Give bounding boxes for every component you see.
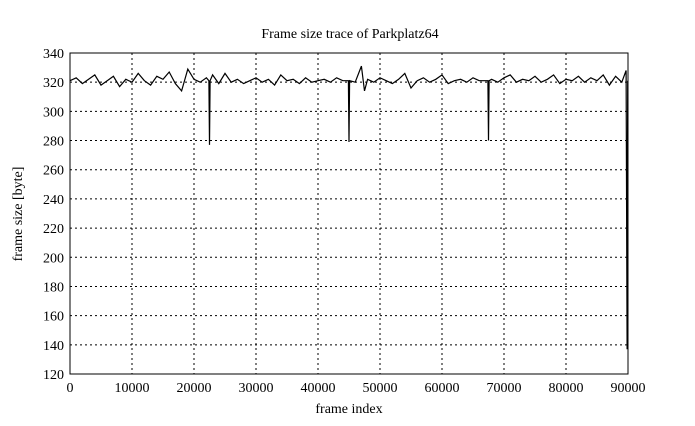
y-tick-label: 300 [43,105,64,120]
y-tick-label: 160 [43,310,64,325]
y-tick-label: 180 [43,280,64,295]
x-tick-label: 20000 [177,381,212,396]
series-line [69,65,629,350]
y-axis-label: frame size [byte] [11,167,26,262]
y-tick-label: 340 [43,47,64,62]
y-tick-label: 140 [43,339,64,354]
x-tick-label: 40000 [301,381,336,396]
y-tick-label: 280 [43,135,64,150]
y-tick-label: 200 [43,251,64,266]
plot-frame [69,52,629,375]
x-tick-label: 0 [67,381,74,396]
x-tick-label: 90000 [611,381,646,396]
chart-title: Frame size trace of Parkplatz64 [261,27,438,42]
y-tick-label: 120 [43,368,64,383]
x-tick-label: 50000 [363,381,398,396]
y-tick-label: 260 [43,164,64,179]
x-tick-label: 70000 [487,381,522,396]
y-tick-label: 240 [43,193,64,208]
x-tick-label: 10000 [115,381,150,396]
y-tick-label: 320 [43,76,64,91]
x-tick-label: 80000 [549,381,584,396]
x-axis-label: frame index [315,402,382,417]
x-tick-label: 60000 [425,381,460,396]
x-tick-label: 30000 [239,381,274,396]
y-tick-label: 220 [43,222,64,237]
